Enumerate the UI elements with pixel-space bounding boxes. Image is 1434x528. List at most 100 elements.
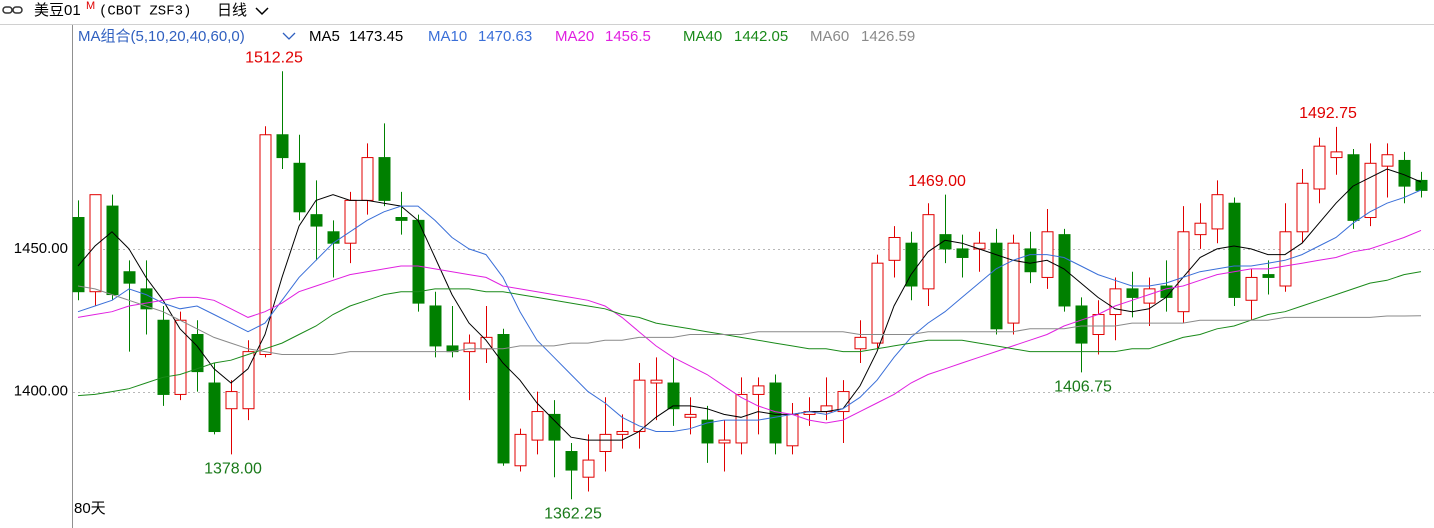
candle-body (1381, 154, 1394, 167)
candle-body (1415, 179, 1428, 191)
candle-body (327, 231, 340, 244)
candle-body (463, 342, 476, 353)
candle-body (1194, 222, 1207, 236)
period-dropdown[interactable] (255, 7, 269, 16)
low-label: 1362.25 (544, 506, 602, 523)
candle-body (939, 234, 952, 250)
legend-value: 1456.5 (605, 28, 651, 45)
candle-body (1177, 231, 1190, 313)
legend-value: 1470.63 (478, 28, 532, 45)
candle-body (1126, 288, 1139, 298)
candle-body (106, 205, 119, 296)
candle-body (1330, 151, 1343, 159)
candle-body (667, 382, 680, 410)
candle-body (769, 382, 782, 444)
candle-body (1364, 162, 1377, 219)
y-tick-label: 1450.00 (14, 240, 68, 257)
candle-body (905, 242, 918, 287)
badge: M (86, 0, 95, 12)
legend-name[interactable]: MA20 (555, 28, 594, 45)
ma-line (77, 229, 1422, 424)
candle-body (565, 451, 578, 471)
candle-body (208, 382, 221, 433)
candle-body (1296, 182, 1309, 233)
ma-line (77, 285, 1422, 355)
link-icon[interactable] (2, 6, 23, 14)
candle-body (242, 351, 255, 410)
candle-body (1024, 248, 1037, 273)
candle-body (1313, 145, 1326, 190)
legend-name[interactable]: MA5 (309, 28, 340, 45)
candle-body (395, 217, 408, 221)
candle-body (650, 379, 663, 384)
candle-body (1075, 305, 1088, 344)
ma-dropdown[interactable] (282, 32, 296, 40)
candle-body (378, 157, 391, 201)
candle-body (191, 334, 204, 373)
symbol-code: (CBOT ZSF3) (99, 4, 191, 20)
candle-body (293, 162, 306, 213)
candle-body (854, 336, 867, 350)
candle-body (871, 262, 884, 344)
candle-body (72, 217, 85, 293)
candle-body (1279, 231, 1292, 287)
candle-body (157, 319, 170, 395)
candle-body (123, 271, 136, 284)
candle-body (259, 134, 272, 355)
legend-name[interactable]: MA60 (810, 28, 849, 45)
legend-value: 1426.59 (861, 28, 915, 45)
candle-body (752, 385, 765, 395)
candle-body (837, 391, 850, 413)
candle-body (1262, 274, 1275, 278)
candle-body (429, 305, 442, 347)
candle-body (1347, 154, 1360, 221)
candle-body (310, 214, 323, 227)
low-label: 1406.75 (1054, 379, 1112, 396)
candle-body (1058, 234, 1071, 307)
candle-body (582, 459, 595, 478)
plot-area: 1400.00 1450.00 1512.25 1469.00 1492.75 1378.… (14, 49, 1434, 523)
ma-line (77, 189, 1422, 432)
legend-name[interactable]: MA40 (683, 28, 722, 45)
high-label: 1512.25 (245, 49, 303, 66)
legend-value: 1442.05 (734, 28, 788, 45)
candle-body (344, 199, 357, 244)
legend-name[interactable]: MA10 (428, 28, 467, 45)
candle-body (1092, 314, 1105, 336)
period[interactable]: 日线 (217, 2, 247, 19)
candle-body (497, 334, 510, 464)
candle-body (701, 419, 714, 444)
candle-body (140, 288, 153, 310)
candle-body (1228, 202, 1241, 298)
candle-body (1109, 288, 1122, 316)
candle-body (174, 319, 187, 395)
legend-value: 1473.45 (349, 28, 403, 45)
candle-body (990, 242, 1003, 330)
candle-body (786, 413, 799, 447)
candle-body (735, 393, 748, 444)
candle-body (1211, 194, 1224, 230)
candle-body (616, 431, 629, 435)
candle-body (89, 194, 102, 293)
candle-body (548, 413, 561, 441)
candle-body (225, 391, 238, 410)
high-label: 1492.75 (1299, 105, 1357, 122)
candle-body (956, 248, 969, 258)
x-label: 80天 (74, 500, 106, 517)
candle-body (361, 157, 374, 201)
symbol[interactable]: 美豆01 (34, 2, 81, 19)
high-label: 1469.00 (908, 173, 966, 190)
candle-body (1007, 242, 1020, 324)
candle-body (599, 433, 612, 453)
ma-group[interactable]: MA组合(5,10,20,40,60,0) (78, 28, 245, 45)
ma-line (77, 168, 1422, 441)
candle-body (1245, 276, 1258, 301)
candle-body (514, 433, 527, 467)
y-tick-label: 1400.00 (14, 383, 68, 400)
candle-body (531, 411, 544, 441)
candle-body (480, 336, 493, 350)
candle-body (684, 413, 697, 418)
